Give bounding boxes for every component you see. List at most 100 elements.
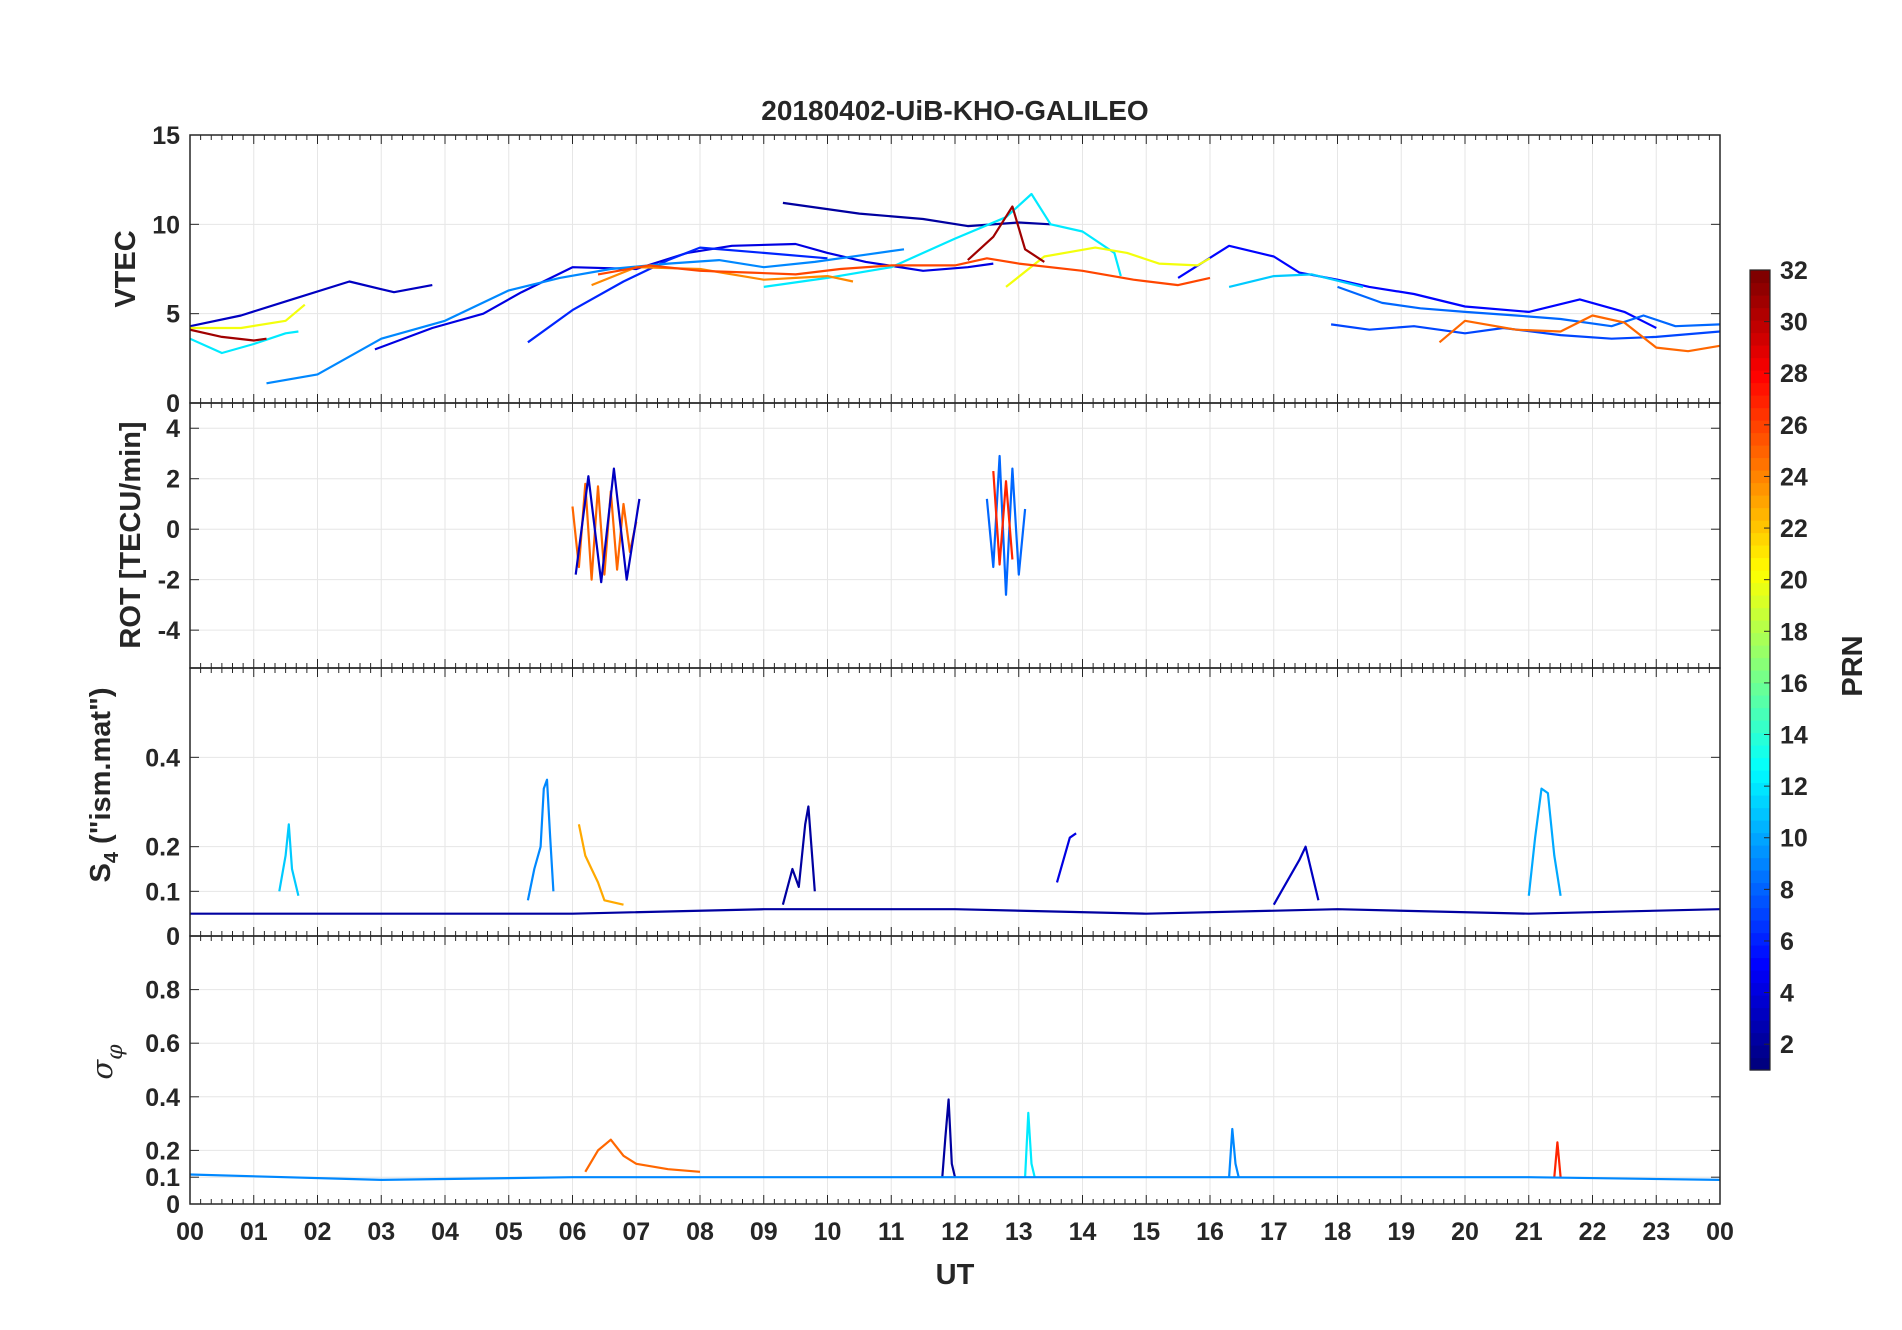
colorbar-tick-label: 26 [1780, 412, 1808, 440]
x-tick-label: 11 [878, 1218, 905, 1246]
sigma-phi-axis-label: σφ [85, 1044, 128, 1080]
s4-y-tick-label: 0.2 [145, 834, 180, 862]
colorbar-swatch [1750, 683, 1770, 696]
x-tick-label: 21 [1515, 1218, 1543, 1246]
colorbar-swatch [1750, 445, 1770, 458]
s4-y-tick-label: 0.1 [145, 878, 180, 906]
vtec-series-prn-5 [1178, 246, 1656, 328]
colorbar-swatch [1750, 1033, 1770, 1046]
sigma_phi-y-tick-label: 0.2 [145, 1137, 180, 1165]
vtec-series-prn-31 [968, 207, 1045, 262]
colorbar-swatch [1750, 783, 1770, 796]
sigma-phi-panel: 00.10.20.40.60.8 [145, 936, 1720, 1219]
colorbar-swatch [1750, 533, 1770, 546]
s4-series-prn-4 [1057, 833, 1076, 882]
colorbar-swatch [1750, 583, 1770, 596]
s4-series-prn-10 [1529, 789, 1561, 896]
vtec-series-prn-31 [190, 330, 267, 341]
s4-series-prn-9 [528, 780, 554, 901]
rot-y-tick-label: -4 [158, 617, 180, 645]
s4-y-tick-label: 0.4 [145, 744, 180, 772]
x-tick-label: 06 [559, 1218, 587, 1246]
vtec-y-tick-label: 10 [152, 211, 180, 239]
colorbar-tick-label: 4 [1780, 980, 1794, 1008]
x-axis: 00 01 02 03 04 05 06 07 08 09 10 11 12 13 14 15 16 17 18 19… [176, 1218, 1734, 1246]
colorbar-swatch [1750, 1008, 1770, 1021]
colorbar-swatch [1750, 658, 1770, 671]
sigma_phi-series-prn-25 [585, 1140, 700, 1172]
x-tick-label: 02 [304, 1218, 332, 1246]
colorbar-tick-label: 28 [1780, 360, 1808, 388]
colorbar-swatch [1750, 345, 1770, 358]
colorbar-tick-label: 22 [1780, 515, 1808, 543]
chart-title: 20180402-UiB-KHO-GALILEO [761, 95, 1148, 126]
vtec-series-prn-9 [267, 249, 905, 383]
vtec-y-tick-label: 5 [166, 301, 180, 329]
x-tick-label: 10 [814, 1218, 842, 1246]
vtec-series-prn-4 [375, 244, 993, 349]
x-tick-label: 20 [1451, 1218, 1479, 1246]
colorbar: 2468101214161820222426283032 [1750, 257, 1808, 1071]
vtec-series-prn-24 [592, 267, 853, 285]
sigma_phi-series-prn-27 [1554, 1142, 1560, 1177]
colorbar-tick-label: 24 [1780, 463, 1808, 491]
colorbar-tick-label: 20 [1780, 567, 1808, 595]
colorbar-swatch [1750, 595, 1770, 608]
x-tick-label: 04 [431, 1218, 459, 1246]
colorbar-swatch [1750, 995, 1770, 1008]
colorbar-swatch [1750, 1058, 1770, 1071]
colorbar-tick-label: 8 [1780, 876, 1794, 904]
colorbar-swatch [1750, 758, 1770, 771]
colorbar-swatch [1750, 570, 1770, 583]
colorbar-swatch [1750, 645, 1770, 658]
s4-series-prn-2 [783, 807, 815, 905]
x-tick-label: 03 [367, 1218, 395, 1246]
x-tick-label: 13 [1005, 1218, 1033, 1246]
colorbar-swatch [1750, 395, 1770, 408]
colorbar-swatch [1750, 908, 1770, 921]
colorbar-swatch [1750, 970, 1770, 983]
colorbar-tick-label: 30 [1780, 309, 1808, 337]
x-tick-label: 14 [1069, 1218, 1097, 1246]
x-tick-label: 00 [176, 1218, 204, 1246]
colorbar-swatch [1750, 770, 1770, 783]
rot-series-prn-27 [993, 471, 1012, 564]
colorbar-swatch [1750, 433, 1770, 446]
colorbar-tick-label: 2 [1780, 1031, 1794, 1059]
colorbar-swatch [1750, 845, 1770, 858]
sigma_phi-y-tick-label: 0.4 [145, 1084, 180, 1112]
colorbar-swatch [1750, 333, 1770, 346]
s4-series-prn-23 [579, 824, 624, 904]
colorbar-swatch [1750, 833, 1770, 846]
colorbar-swatch [1750, 858, 1770, 871]
colorbar-swatch [1750, 608, 1770, 621]
colorbar-tick-label: 16 [1780, 670, 1808, 698]
sigma_phi-y-tick-label: 0 [166, 1191, 180, 1219]
colorbar-swatch [1750, 358, 1770, 371]
x-tick-label: 05 [495, 1218, 523, 1246]
vtec-series-prn-3 [190, 282, 432, 327]
rot-y-tick-label: 2 [166, 466, 180, 494]
sigma_phi-series-prn-2 [942, 1100, 955, 1178]
colorbar-swatch [1750, 558, 1770, 571]
colorbar-tick-label: 32 [1780, 257, 1808, 285]
colorbar-label: PRN [1837, 635, 1869, 696]
colorbar-swatch [1750, 745, 1770, 758]
x-tick-label: 18 [1324, 1218, 1352, 1246]
vtec-axis-label: VTEC [110, 230, 142, 307]
vtec-series-prn-12 [190, 332, 298, 354]
sigma_phi-y-tick-label: 0.1 [145, 1164, 180, 1192]
x-tick-label: 16 [1196, 1218, 1224, 1246]
vtec-series-prn-20 [1006, 248, 1210, 287]
colorbar-swatch [1750, 508, 1770, 521]
vtec-y-tick-label: 0 [166, 390, 180, 418]
x-tick-label: 08 [686, 1218, 714, 1246]
colorbar-swatch [1750, 895, 1770, 908]
x-tick-label: 00 [1706, 1218, 1734, 1246]
colorbar-swatch [1750, 720, 1770, 733]
colorbar-swatch [1750, 270, 1770, 283]
colorbar-swatch [1750, 420, 1770, 433]
sigma_phi-y-tick-label: 0.6 [145, 1030, 180, 1058]
x-tick-label: 07 [622, 1218, 650, 1246]
